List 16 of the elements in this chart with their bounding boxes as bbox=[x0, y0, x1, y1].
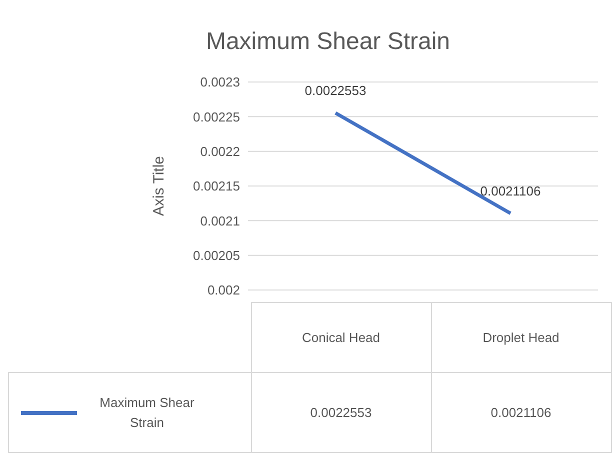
y-tick-label: 0.00215 bbox=[193, 178, 240, 194]
text: 0.0022553 bbox=[304, 82, 366, 98]
data-label: 0.0022553 bbox=[251, 372, 431, 452]
x-tick-label: Droplet Head bbox=[431, 302, 611, 372]
text: 0.0021106 bbox=[480, 183, 541, 198]
y-tick-label: 0.0021 bbox=[200, 213, 240, 228]
y-tick-label: 0.00205 bbox=[193, 248, 240, 263]
x-tick-label: Conical Head bbox=[251, 302, 431, 372]
chart-title: Maximum Shear Strain bbox=[204, 27, 452, 57]
y-tick-label: 0.0023 bbox=[200, 74, 240, 90]
y-tick-label: 0.00225 bbox=[193, 109, 240, 124]
legend-label: Maximum Shear Strain bbox=[98, 394, 196, 432]
y-axis-title: Axis Title bbox=[150, 156, 168, 216]
data-label: 0.0021106 bbox=[431, 372, 611, 452]
y-tick-label: 0.002 bbox=[207, 282, 240, 298]
y-tick-label: 0.0022 bbox=[200, 144, 240, 159]
